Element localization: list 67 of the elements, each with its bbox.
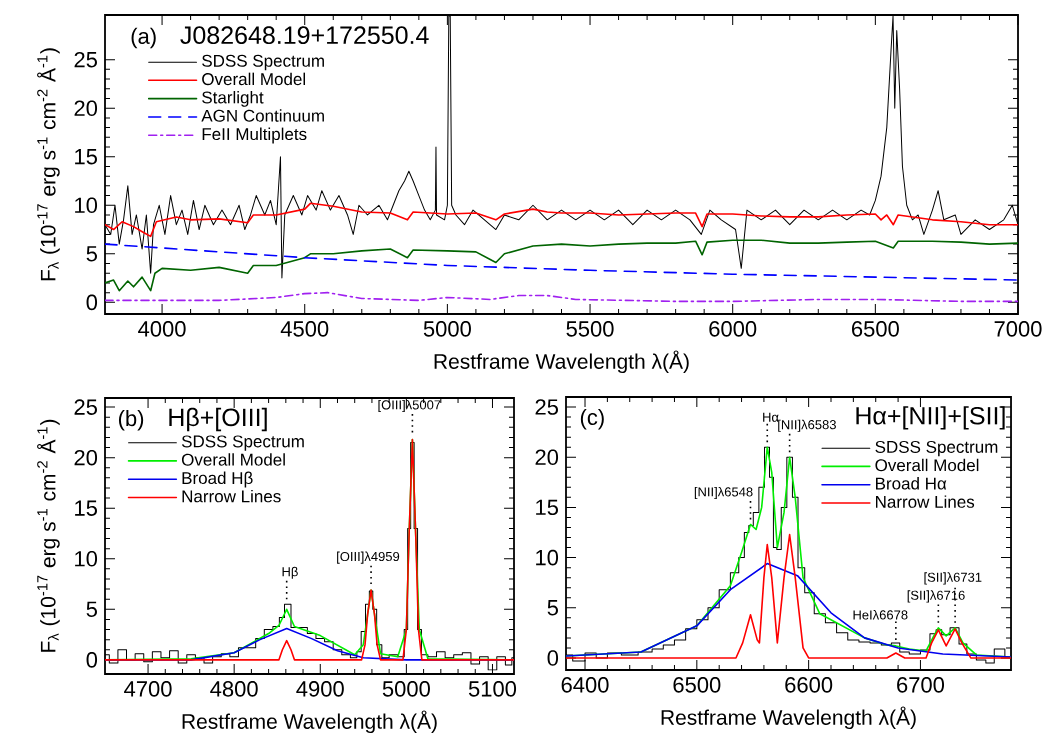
annotation: Hβ <box>282 566 298 579</box>
legend-label: SDSS Spectrum <box>181 435 304 451</box>
x-tick-label: 5100 <box>468 681 517 697</box>
annotation: [NII]λ6583 <box>778 419 836 432</box>
x-tick-label: 6600 <box>785 677 833 693</box>
y-tick-label: 0 <box>86 294 98 311</box>
x-tick-label: 6700 <box>897 677 945 693</box>
x-tick-label: 5000 <box>423 321 471 337</box>
annotation: [SII]λ6731 <box>924 572 982 585</box>
legend-label: Starlight <box>202 90 264 107</box>
x-axis-title: Restframe Wavelength λ(Å) <box>661 706 916 730</box>
x-tick-label: 5000 <box>382 681 430 697</box>
x-tick-label: 6500 <box>673 677 721 693</box>
annotation: [SII]λ6716 <box>907 590 965 603</box>
y-tick-label: 25 <box>535 399 558 415</box>
chart-title: J082648.19+172550.4 <box>180 26 429 45</box>
x-tick-label: 4500 <box>280 321 329 337</box>
chart-title: Hβ+[OIII] <box>169 407 267 432</box>
y-tick-label: 5 <box>86 246 97 262</box>
legend-label: FeII Multiplets <box>202 127 307 144</box>
annotation: [OIII]λ5007 <box>378 399 441 413</box>
y-tick-label: 10 <box>75 550 98 567</box>
y-tick-label: 15 <box>536 499 558 516</box>
legend-label: Overall Model <box>202 72 306 86</box>
y-tick-label: 5 <box>547 600 558 616</box>
x-tick-label: 4700 <box>124 681 172 697</box>
x-tick-label: 6400 <box>561 677 609 693</box>
annotation: (b) <box>118 410 144 431</box>
legend-label: SDSS Spectrum <box>875 440 998 457</box>
x-tick-label: 4800 <box>210 681 258 697</box>
legend-label: Overall Model <box>181 453 285 466</box>
x-tick-label: 4900 <box>296 681 344 697</box>
annotation: [NII]λ6548 <box>694 486 753 500</box>
y-tick-label: 20 <box>74 100 98 116</box>
annotation: [OIII]λ4959 <box>337 551 400 564</box>
text: F$_{λ}$ (10$^{-17}$ erg s$^{-1}$ cm$^{-2}$ Å$^{-1}$) <box>37 419 60 652</box>
annotation: (c) <box>580 408 604 430</box>
x-axis-title: Restframe Wavelength λ(Å) <box>434 350 689 374</box>
y-tick-label: 20 <box>74 449 98 466</box>
annotation: Hα <box>763 412 779 422</box>
y-tick-label: 5 <box>86 601 97 617</box>
chart-title: Hα+[NII]+[SII] <box>856 406 1005 430</box>
y-tick-label: 10 <box>536 549 559 566</box>
y-tick-label: 20 <box>535 449 559 466</box>
x-axis-title: Restframe Wavelength λ(Å) <box>182 710 437 734</box>
y-tick-label: 0 <box>86 652 98 668</box>
legend-label: Overall Model <box>875 458 979 472</box>
y-tick-label: 10 <box>75 197 98 214</box>
x-tick-label: 6500 <box>852 321 899 337</box>
annotation: HeIλ6678 <box>853 609 908 620</box>
legend-label: SDSS Spectrum <box>202 54 324 71</box>
y-tick-label: 15 <box>75 149 97 165</box>
legend-label: AGN Continuum <box>201 109 324 122</box>
x-tick-label: 4000 <box>138 321 186 337</box>
y-tick-label: 0 <box>547 650 559 666</box>
legend-label: Narrow Lines <box>182 489 281 503</box>
annotation: (a) <box>131 27 156 49</box>
legend-label: Narrow Lines <box>876 495 975 508</box>
text: F$_{λ}$ (10$^{-17}$ erg s$^{-1}$ cm$^{-2}$ Å$^{-1}$) <box>37 48 60 281</box>
y-tick-label: 25 <box>74 399 97 415</box>
legend-label: Broad Hα <box>876 477 947 490</box>
y-tick-label: 15 <box>75 500 97 516</box>
x-tick-label: 6000 <box>709 321 757 337</box>
legend-label: Broad Hβ <box>182 471 253 488</box>
x-tick-label: 5500 <box>566 321 614 337</box>
x-tick-label: 7000 <box>994 321 1042 337</box>
y-tick-label: 25 <box>74 51 97 68</box>
